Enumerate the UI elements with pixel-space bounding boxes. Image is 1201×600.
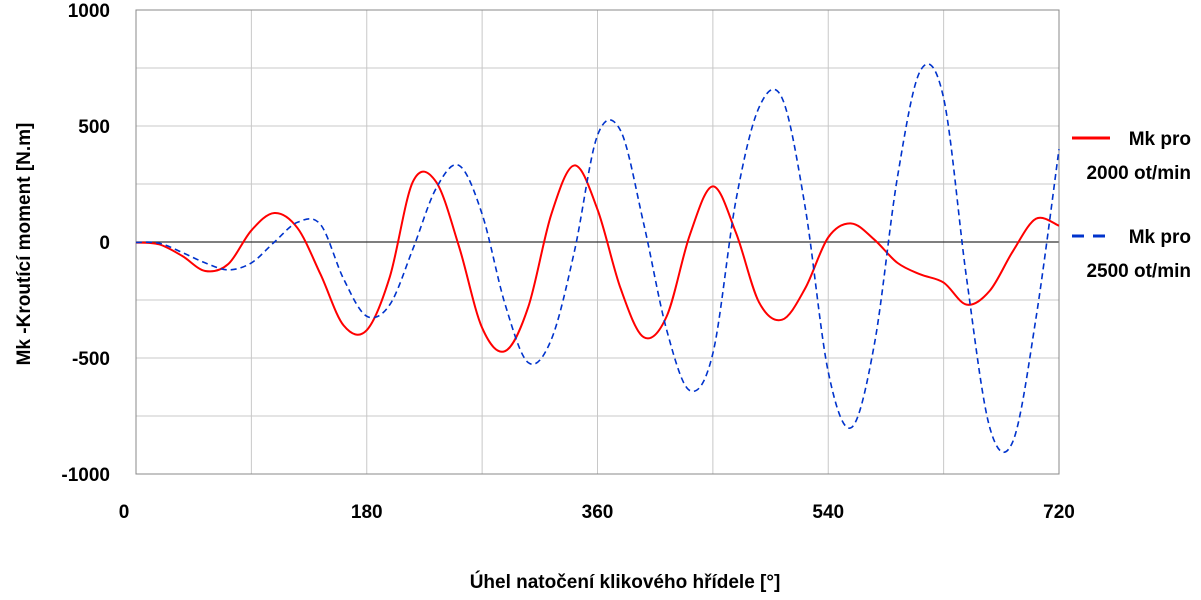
x-tick-label: 540 xyxy=(812,502,844,523)
x-tick-label: 720 xyxy=(1043,502,1075,523)
x-tick-label: 0 xyxy=(119,502,130,523)
x-tick-label: 360 xyxy=(582,502,614,523)
y-tick-label: -1000 xyxy=(61,465,110,486)
series-line-2 xyxy=(135,63,1060,454)
plot-area-border xyxy=(135,9,1060,475)
legend-label-2-line-2: 2500 ot/min xyxy=(1086,261,1191,282)
legend-label-1-line-1: Mk pro xyxy=(1129,129,1191,150)
y-axis-title: Mk -Kroutící moment [N.m] xyxy=(14,123,35,366)
legend-label-1-line-2: 2000 ot/min xyxy=(1086,163,1191,184)
legend: Mk pro 2000 ot/min Mk pro 2500 ot/min xyxy=(1072,129,1191,282)
x-tick-labels: 0 180 360 540 720 xyxy=(119,502,1075,523)
y-tick-label: -500 xyxy=(72,349,110,370)
legend-label-2-line-1: Mk pro xyxy=(1129,227,1191,248)
y-tick-label: 500 xyxy=(78,117,110,138)
series-lines xyxy=(135,63,1060,454)
series-line-1 xyxy=(135,164,1060,353)
y-tick-labels: 1000 500 0 -500 -1000 xyxy=(61,1,110,486)
x-tick-label: 180 xyxy=(351,502,383,523)
x-axis-title: Úhel natočení klikového hřídele [°] xyxy=(470,571,781,593)
y-tick-label: 1000 xyxy=(68,1,110,22)
y-tick-label: 0 xyxy=(99,233,110,254)
